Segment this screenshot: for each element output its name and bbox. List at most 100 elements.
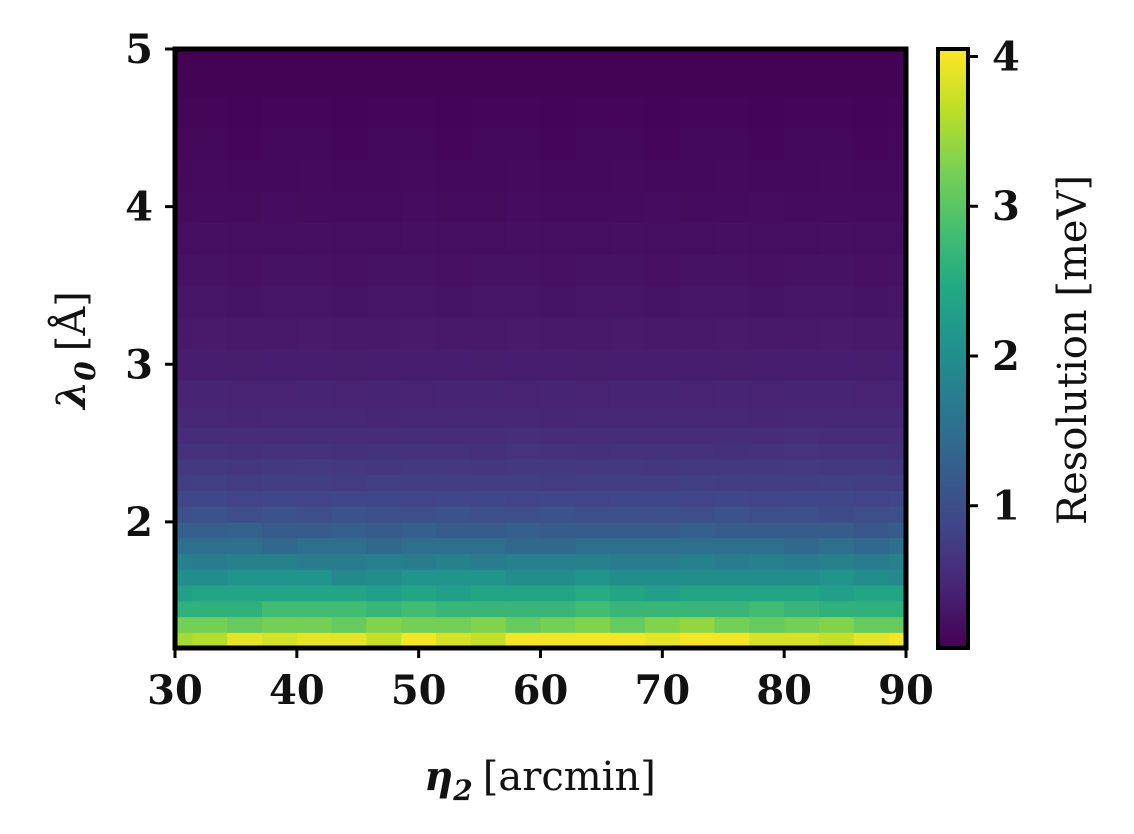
heatmap-cell — [331, 458, 368, 476]
heatmap-cell — [610, 569, 646, 586]
heatmap-cell — [192, 443, 228, 460]
heatmap-cell — [192, 64, 228, 97]
heatmap-cell — [366, 316, 402, 350]
heatmap-cell — [540, 316, 576, 350]
heatmap-cell — [296, 584, 333, 602]
heatmap-cell — [401, 474, 437, 491]
heatmap-cell — [261, 316, 298, 350]
heatmap-cell — [436, 569, 472, 586]
heatmap-cell — [331, 316, 368, 350]
heatmap-cell — [819, 159, 855, 192]
colorbar-tick-label: 2 — [992, 333, 1020, 380]
heatmap-cell — [401, 584, 437, 602]
heatmap-cell — [819, 96, 855, 129]
heatmap-cell — [366, 159, 402, 192]
heatmap-cell — [853, 49, 890, 66]
heatmap-cell — [192, 584, 228, 602]
y-axis-label: λ0[Å] — [48, 291, 102, 411]
heatmap-cell — [749, 159, 785, 192]
heatmap-cell — [175, 521, 194, 539]
heatmap-cell — [175, 127, 194, 160]
heatmap-cell — [575, 553, 611, 570]
x-tick-label: 70 — [634, 667, 690, 714]
heatmap-cell — [261, 407, 298, 428]
heatmap-cell — [749, 253, 785, 287]
heatmap-cell — [819, 190, 855, 223]
heatmap-cell — [888, 537, 906, 555]
heatmap-cell — [784, 600, 820, 618]
heatmap-cell — [470, 474, 507, 491]
heatmap-cell — [470, 632, 507, 648]
heatmap-cell — [784, 159, 820, 192]
heatmap-cell — [192, 316, 228, 350]
heatmap-cell — [401, 49, 437, 66]
heatmap-cell — [436, 407, 472, 428]
heatmap-cell — [644, 407, 681, 428]
heatmap-cell — [714, 64, 750, 97]
colorbar-tick-label: 4 — [992, 33, 1020, 80]
heatmap-cell — [470, 316, 507, 350]
heatmap-cell — [540, 64, 576, 97]
heatmap-cell — [505, 348, 542, 381]
heatmap-cell — [261, 159, 298, 192]
heatmap-cell — [819, 490, 855, 507]
heatmap-cell — [575, 190, 611, 223]
heatmap-cell — [888, 285, 906, 318]
heatmap-cells — [175, 49, 906, 648]
heatmap-cell — [610, 632, 646, 648]
heatmap-cell — [401, 159, 437, 192]
heatmap-cell — [261, 96, 298, 129]
heatmap-cell — [679, 569, 716, 586]
heatmap-cell — [436, 64, 472, 97]
heatmap-cell — [227, 96, 263, 129]
heatmap-cell — [505, 569, 542, 586]
heatmap-cell — [192, 222, 228, 255]
heatmap-cell — [575, 474, 611, 491]
heatmap-cell — [436, 584, 472, 602]
heatmap-cell — [227, 553, 263, 570]
heatmap-cell — [261, 632, 298, 648]
heatmap-cell — [888, 127, 906, 160]
heatmap-cell — [853, 285, 890, 318]
heatmap-cell — [401, 616, 437, 633]
heatmap-cell — [470, 49, 507, 66]
heatmap-cell — [610, 584, 646, 602]
y-axis-ticks: 2 3 4 5 — [125, 26, 175, 546]
heatmap-cell — [470, 159, 507, 192]
heatmap-cell — [296, 348, 333, 381]
heatmap-cell — [575, 458, 611, 476]
heatmap-cell — [227, 474, 263, 491]
heatmap-cell — [644, 64, 681, 97]
heatmap-cell — [436, 458, 472, 476]
heatmap-cell — [175, 584, 194, 602]
heatmap-cell — [749, 222, 785, 255]
heatmap-cell — [296, 64, 333, 97]
heatmap-cell — [679, 632, 716, 648]
heatmap-cell — [227, 616, 263, 633]
heatmap-cell — [227, 458, 263, 476]
heatmap-cell — [749, 127, 785, 160]
heatmap-cell — [575, 490, 611, 507]
heatmap-cell — [540, 506, 576, 523]
heatmap-cell — [401, 537, 437, 555]
heatmap-cell — [714, 616, 750, 633]
heatmap-cell — [227, 490, 263, 507]
heatmap-cell — [296, 474, 333, 491]
heatmap-cell — [714, 584, 750, 602]
heatmap-cell — [227, 253, 263, 287]
heatmap-cell — [610, 380, 646, 409]
heatmap-cell — [296, 285, 333, 318]
heatmap-cell — [261, 427, 298, 444]
heatmap-cell — [331, 253, 368, 287]
heatmap-cell — [610, 285, 646, 318]
heatmap-cell — [819, 569, 855, 586]
heatmap-cell — [401, 407, 437, 428]
heatmap-cell — [331, 443, 368, 460]
colorbar-tick-label: 3 — [992, 183, 1020, 230]
heatmap-cell — [644, 427, 681, 444]
heatmap-cell — [192, 458, 228, 476]
heatmap-cell — [888, 521, 906, 539]
heatmap-cell — [436, 490, 472, 507]
heatmap-cell — [540, 569, 576, 586]
heatmap-cell — [679, 506, 716, 523]
